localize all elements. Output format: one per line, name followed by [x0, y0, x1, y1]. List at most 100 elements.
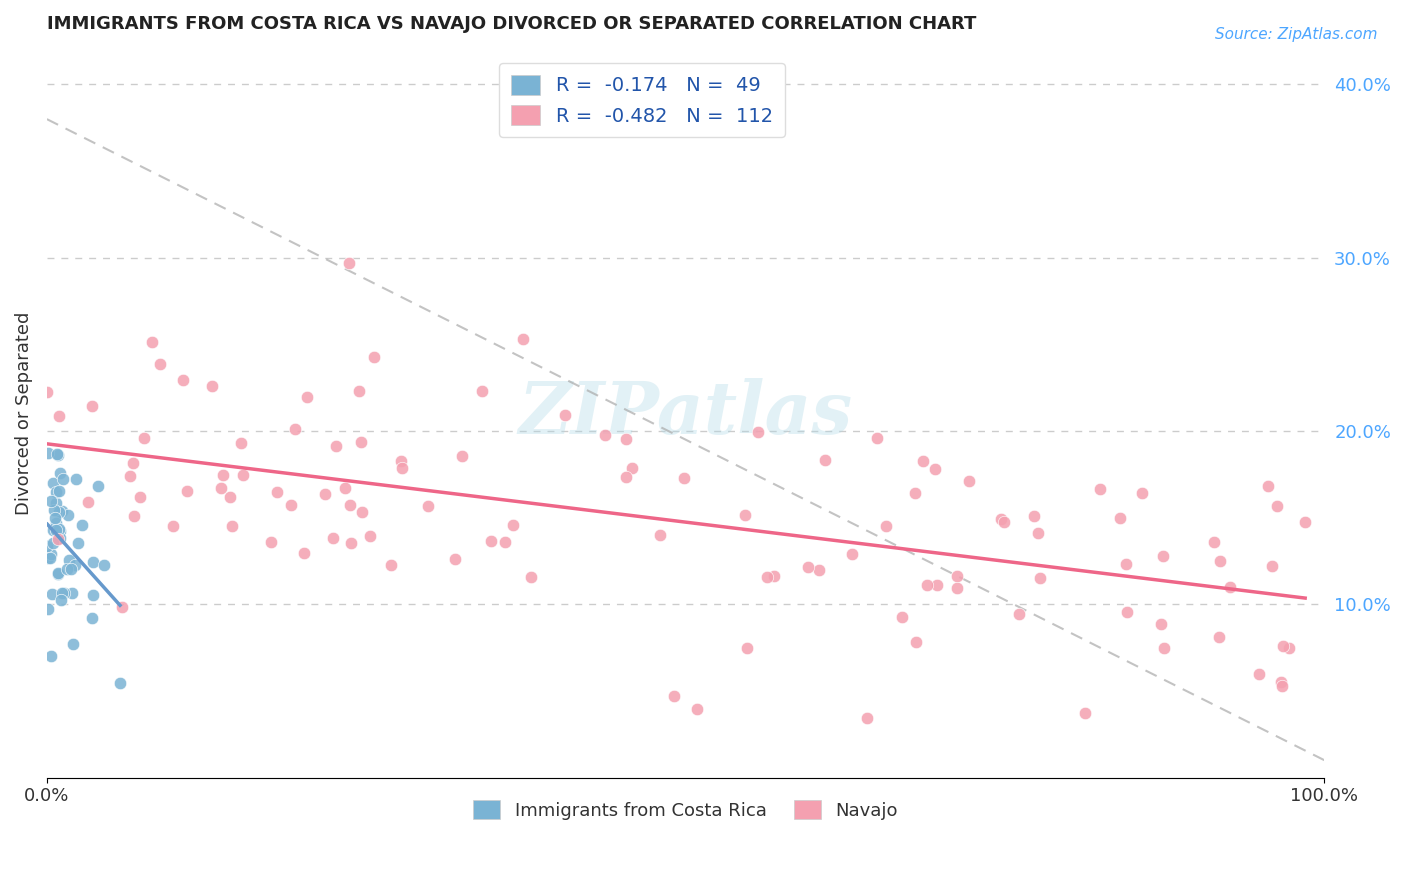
- Point: [118, 469, 141, 483]
- Point: [41, 587, 63, 601]
- Point: [45, 523, 67, 537]
- Point: [49, 524, 72, 539]
- Point: [82, 554, 104, 568]
- Point: [391, 460, 413, 475]
- Point: [260, 535, 283, 549]
- Point: [60, 562, 83, 576]
- Point: [58, 553, 80, 567]
- Point: [1115, 557, 1137, 571]
- Point: [747, 425, 769, 439]
- Point: [891, 610, 914, 624]
- Point: [212, 467, 235, 482]
- Point: [957, 474, 980, 488]
- Point: [52, 472, 75, 486]
- Point: [349, 435, 371, 450]
- Point: [122, 456, 145, 470]
- Point: [132, 431, 155, 445]
- Point: [322, 531, 344, 545]
- Point: [46, 533, 69, 547]
- Point: [945, 569, 967, 583]
- Point: [49, 466, 72, 480]
- Point: [1152, 549, 1174, 563]
- Point: [339, 498, 361, 512]
- Point: [502, 518, 524, 533]
- Point: [45, 496, 67, 510]
- Y-axis label: Divorced or Separated: Divorced or Separated: [15, 312, 32, 516]
- Point: [1202, 534, 1225, 549]
- Point: [67, 536, 90, 550]
- Point: [42, 476, 65, 491]
- Point: [45, 516, 67, 530]
- Point: [1150, 617, 1173, 632]
- Point: [221, 518, 243, 533]
- Text: ZIPatlas: ZIPatlas: [519, 378, 852, 450]
- Text: Source: ZipAtlas.com: Source: ZipAtlas.com: [1215, 27, 1378, 42]
- Point: [314, 487, 336, 501]
- Point: [42, 503, 65, 517]
- Point: [359, 529, 381, 543]
- Point: [841, 547, 863, 561]
- Point: [51, 504, 73, 518]
- Point: [554, 408, 576, 422]
- Point: [1209, 554, 1232, 568]
- Point: [814, 452, 837, 467]
- Point: [48, 506, 70, 520]
- Point: [49, 593, 72, 607]
- Point: [232, 468, 254, 483]
- Point: [945, 581, 967, 595]
- Point: [444, 551, 467, 566]
- Point: [1116, 605, 1139, 619]
- Point: [44, 511, 66, 525]
- Point: [162, 519, 184, 533]
- Point: [48, 566, 70, 580]
- Point: [48, 483, 70, 498]
- Point: [56, 562, 79, 576]
- Point: [39, 494, 62, 508]
- Point: [756, 570, 779, 584]
- Point: [1074, 706, 1097, 720]
- Point: [1257, 478, 1279, 492]
- Point: [512, 332, 534, 346]
- Point: [1153, 640, 1175, 655]
- Point: [39, 649, 62, 664]
- Point: [737, 640, 759, 655]
- Point: [63, 558, 86, 572]
- Point: [1270, 679, 1292, 693]
- Point: [41, 547, 63, 561]
- Point: [686, 702, 709, 716]
- Point: [621, 460, 644, 475]
- Point: [762, 568, 785, 582]
- Point: [347, 384, 370, 399]
- Point: [1108, 511, 1130, 525]
- Point: [48, 409, 70, 424]
- Point: [925, 578, 948, 592]
- Point: [1249, 667, 1271, 681]
- Point: [912, 454, 935, 468]
- Point: [46, 447, 69, 461]
- Point: [172, 373, 194, 387]
- Point: [1294, 516, 1316, 530]
- Point: [48, 522, 70, 536]
- Point: [855, 711, 877, 725]
- Point: [808, 563, 831, 577]
- Point: [51, 586, 73, 600]
- Point: [37, 539, 59, 553]
- Point: [218, 490, 240, 504]
- Point: [1088, 482, 1111, 496]
- Point: [479, 534, 502, 549]
- Point: [1208, 630, 1230, 644]
- Point: [1265, 499, 1288, 513]
- Point: [904, 635, 927, 649]
- Point: [62, 637, 84, 651]
- Point: [42, 535, 65, 549]
- Point: [295, 390, 318, 404]
- Point: [49, 531, 72, 545]
- Point: [65, 472, 87, 486]
- Point: [82, 588, 104, 602]
- Point: [229, 435, 252, 450]
- Point: [993, 515, 1015, 529]
- Point: [80, 400, 103, 414]
- Text: IMMIGRANTS FROM COSTA RICA VS NAVAJO DIVORCED OR SEPARATED CORRELATION CHART: IMMIGRANTS FROM COSTA RICA VS NAVAJO DIV…: [46, 15, 976, 33]
- Point: [294, 546, 316, 560]
- Point: [266, 485, 288, 500]
